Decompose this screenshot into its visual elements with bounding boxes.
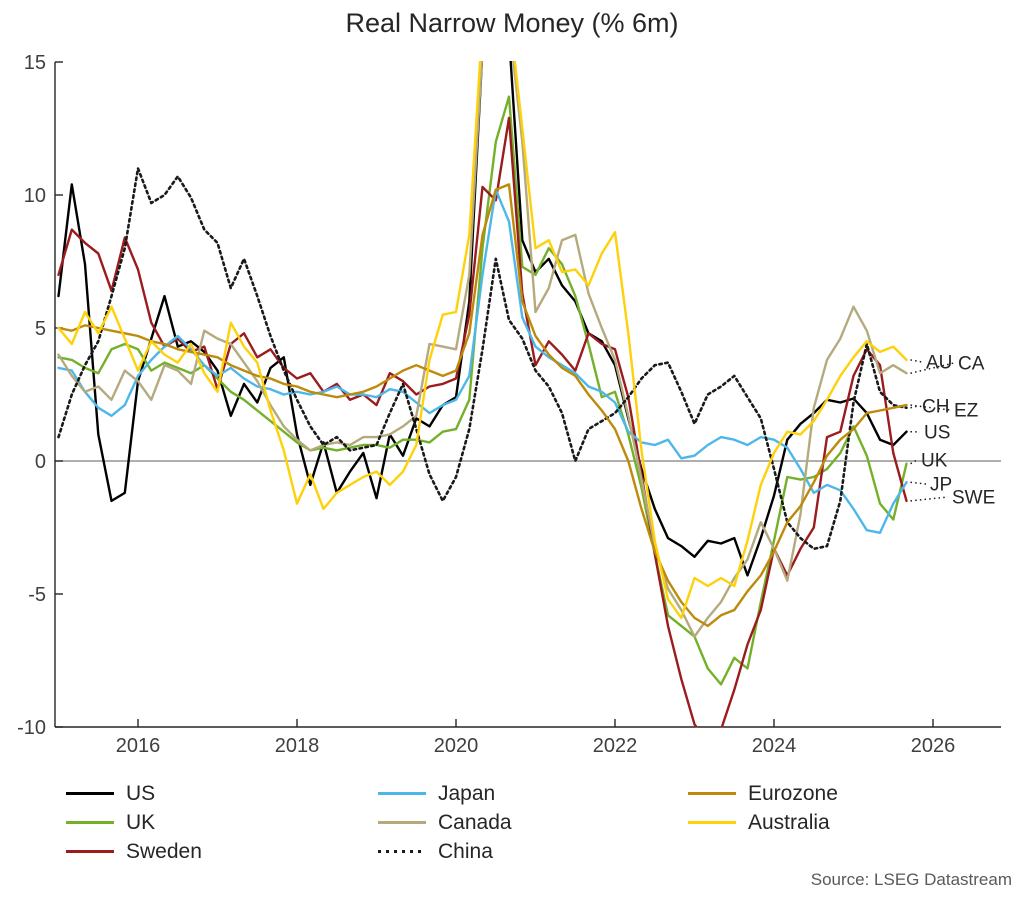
series-line-UK [57, 95, 908, 686]
end-label-JP: JP [930, 475, 952, 496]
x-tick-label-2016: 2016 [116, 735, 161, 757]
leader-line-CH [910, 405, 919, 409]
series-line-Sweden [57, 116, 908, 728]
y-tick-label-15: 15 [24, 52, 46, 74]
source-note: Source: LSEG Datastream [810, 870, 1012, 889]
end-label-SWE: SWE [952, 488, 995, 509]
end-label-US: US [924, 423, 950, 444]
leader-line-EZ [910, 404, 951, 411]
leader-line-UK [910, 459, 918, 465]
series-line-Eurozone [57, 183, 908, 628]
y-tick-label-0: 0 [35, 451, 46, 473]
y-tick-label-10: 10 [24, 185, 46, 207]
y-tick-label--5: -5 [28, 584, 46, 606]
leader-line-JP [910, 481, 927, 485]
y-tick-label-5: 5 [35, 318, 46, 340]
series-line-China [57, 167, 908, 551]
x-tick-label-2018: 2018 [275, 735, 320, 757]
end-label-AU: AU [926, 353, 952, 374]
y-tick-label--10: -10 [17, 717, 46, 739]
chart-title: Real Narrow Money (% 6m) [345, 8, 679, 38]
end-label-UK: UK [921, 451, 948, 472]
series-line-Australia [57, 61, 908, 620]
series-line-Canada [57, 61, 908, 638]
x-tick-label-2024: 2024 [752, 735, 797, 757]
x-tick-label-2020: 2020 [434, 735, 479, 757]
x-tick-label-2026: 2026 [911, 735, 956, 757]
x-tick-label-2022: 2022 [593, 735, 638, 757]
end-label-CH: CH [922, 397, 949, 418]
leader-line-SWE [910, 496, 949, 502]
leader-line-AU [910, 359, 923, 363]
end-label-EZ: EZ [954, 401, 979, 422]
end-label-CA: CA [958, 354, 985, 375]
